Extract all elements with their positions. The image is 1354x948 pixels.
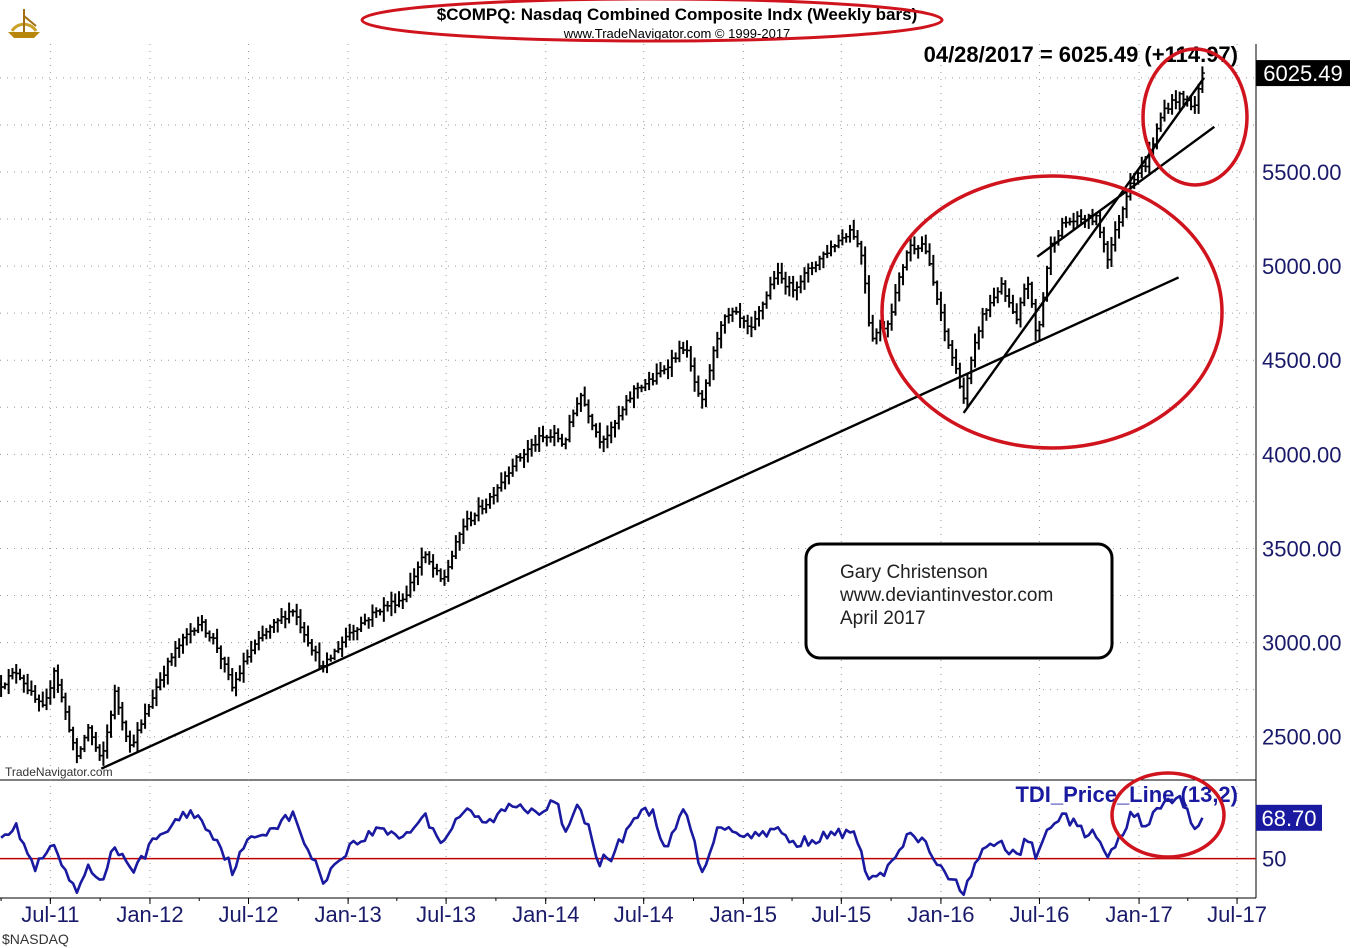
last-price-label: 6025.49: [1256, 60, 1350, 87]
svg-text:68.70: 68.70: [1261, 806, 1316, 831]
x-tick-label: Jan-12: [116, 902, 183, 927]
y-tick-label: 5500.00: [1262, 160, 1342, 185]
x-tick-label: Jul-13: [416, 902, 476, 927]
last-indicator-label: 68.70: [1256, 804, 1322, 831]
tdi-price-line: [0, 794, 1204, 896]
annotation-author: Gary Christenson: [840, 562, 988, 583]
annotation-website: www.deviantinvestor.com: [839, 585, 1053, 606]
y-tick-label: 3000.00: [1262, 631, 1342, 656]
trade-navigator-logo-icon: [8, 9, 40, 38]
y-tick-label: 4500.00: [1262, 348, 1342, 373]
top-circle: [1141, 47, 1249, 187]
x-tick-label: Jan-17: [1105, 902, 1172, 927]
title-circle: [360, 0, 944, 43]
chart-title: $COMPQ: Nasdaq Combined Composite Indx (…: [437, 5, 918, 24]
x-tick-label: Jul-17: [1207, 902, 1267, 927]
y-tick-label: 5000.00: [1262, 254, 1342, 279]
x-tick-label: Jan-16: [907, 902, 974, 927]
indicator-tick-label: 50: [1262, 847, 1286, 872]
y-tick-label: 3500.00: [1262, 536, 1342, 561]
trendlines: [100, 77, 1216, 770]
x-tick-label: Jul-12: [219, 902, 279, 927]
trendline: [1036, 125, 1216, 258]
x-tick-label: Jul-11: [21, 902, 79, 927]
x-tick-label: Jul-14: [614, 902, 674, 927]
x-tick-label: Jul-15: [811, 902, 871, 927]
consolidation-circle: [880, 174, 1224, 450]
price-axis-ticks: 2500.00 3000.00 3500.00 4000.00 4500.00 5000.…: [1262, 160, 1342, 750]
watermark: TradeNavigator.com: [5, 765, 113, 779]
y-tick-label: 4000.00: [1262, 442, 1342, 467]
y-tick-label: 2500.00: [1262, 725, 1342, 750]
x-tick-label: Jan-13: [314, 902, 381, 927]
price-bars: [0, 66, 1205, 766]
trendline: [962, 77, 1206, 414]
price-readout: 04/28/2017 = 6025.49 (+114.97): [924, 42, 1238, 67]
annotation-box: [804, 542, 1114, 660]
date-axis-ticks: Jul-11 Jan-12 Jul-12 Jan-13 Jul-13 Jan-14 Jul-…: [0, 898, 1267, 927]
gridlines: [0, 44, 1256, 898]
svg-text:6025.49: 6025.49: [1263, 61, 1343, 86]
x-tick-label: Jan-14: [512, 902, 579, 927]
footer-symbol: $NASDAQ: [2, 931, 69, 947]
chart-subtitle: www.TradeNavigator.com © 1999-2017: [563, 26, 791, 41]
indicator-circle: [1110, 771, 1226, 859]
trendline: [100, 276, 1180, 770]
x-tick-label: Jan-15: [710, 902, 777, 927]
x-tick-label: Jul-16: [1009, 902, 1069, 927]
annotation-date: April 2017: [840, 608, 926, 629]
